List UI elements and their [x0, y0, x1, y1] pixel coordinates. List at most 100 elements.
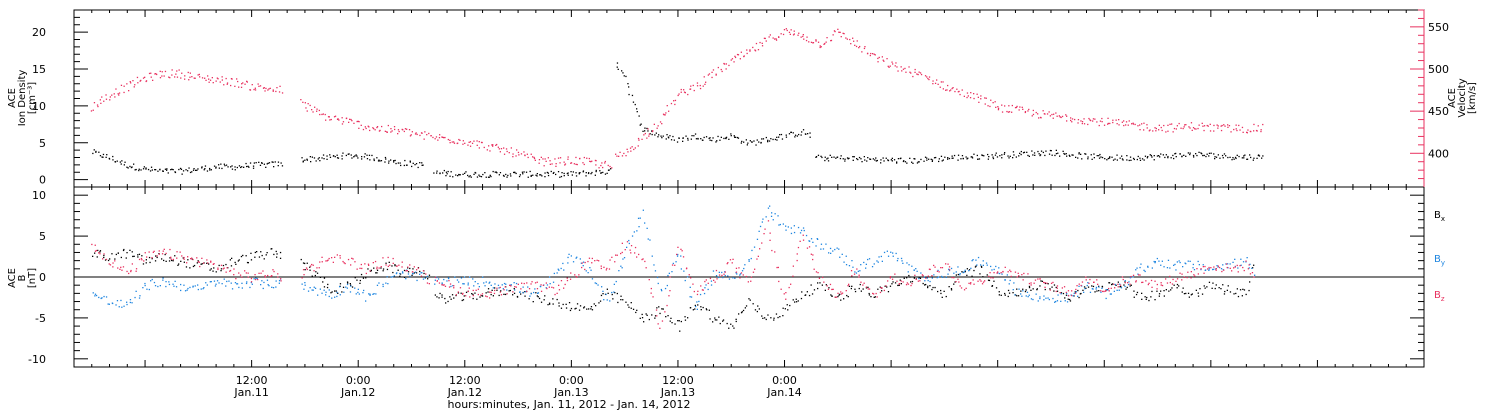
density-series-point: [272, 161, 274, 163]
bz-series-point: [198, 261, 200, 263]
bz-series-point: [1046, 282, 1048, 284]
velocity-series-point: [1220, 129, 1223, 132]
bz-series-point: [832, 288, 834, 290]
velocity-series-point: [1201, 122, 1203, 124]
density-series-point: [693, 135, 695, 137]
velocity-series-point: [846, 38, 848, 40]
density-series-point: [494, 171, 496, 173]
bz-series-point: [799, 240, 801, 242]
by-series-point: [717, 276, 720, 279]
velocity-series-point: [830, 40, 832, 42]
bx-series-point: [331, 291, 333, 293]
velocity-series-point: [96, 104, 99, 106]
bz-series-point: [1248, 264, 1250, 266]
bz-series-point: [122, 266, 125, 268]
bz-series-point: [780, 288, 782, 290]
velocity-series-point: [1224, 125, 1226, 127]
bx-series-point: [846, 294, 848, 297]
bx-series-point: [200, 263, 202, 265]
bz-series-point: [254, 278, 257, 281]
density-series-point: [1156, 155, 1159, 157]
bx-series-point: [600, 294, 603, 297]
velocity-series-point: [725, 68, 727, 70]
bz-series-point: [796, 259, 798, 262]
density-series-point: [987, 153, 989, 156]
velocity-series-point: [187, 71, 189, 74]
density-series-point: [218, 167, 220, 169]
by-series-point: [942, 276, 944, 278]
by-series-point: [748, 260, 750, 262]
by-series-point: [671, 271, 673, 273]
by-series-point: [197, 288, 199, 291]
bx-series-point: [413, 272, 415, 274]
velocity-series-point: [842, 32, 844, 34]
velocity-series-point: [505, 148, 508, 150]
bx-series-point: [465, 291, 468, 293]
bz-series-point: [305, 267, 308, 269]
bz-series-point: [558, 289, 561, 291]
velocity-series-point: [579, 157, 581, 160]
bz-series-point: [455, 294, 457, 296]
velocity-series-point: [123, 85, 125, 87]
density-series-point: [421, 164, 423, 166]
bz-series-point: [245, 272, 247, 274]
velocity-series-point: [1256, 130, 1258, 132]
bz-series-point: [108, 263, 110, 265]
velocity-series-point: [115, 88, 117, 90]
density-series-point: [108, 158, 111, 160]
by-series-point: [474, 281, 476, 283]
by-series-point: [409, 275, 411, 278]
bz-series-point: [896, 280, 898, 282]
density-series-point: [960, 158, 962, 160]
velocity-series-point: [752, 46, 754, 49]
density-series-point: [981, 154, 983, 156]
density-series-point: [578, 173, 580, 175]
bz-series-point: [540, 284, 542, 286]
density-series-point: [911, 161, 913, 163]
density-series-point: [393, 160, 395, 162]
velocity-series-point: [97, 105, 99, 108]
velocity-series-point: [99, 99, 101, 101]
bz-series-point: [405, 270, 407, 272]
density-series-point: [322, 154, 325, 156]
density-series-point: [1087, 156, 1089, 158]
by-series-point: [180, 283, 182, 286]
density-series-point: [379, 160, 381, 162]
by-series-point: [1009, 279, 1011, 282]
velocity-series-point: [319, 113, 321, 116]
density-series-point: [369, 159, 371, 161]
velocity-series-point: [1143, 129, 1145, 131]
bz-series-point: [552, 287, 555, 289]
bx-series-point: [171, 259, 173, 262]
bx-series-point: [231, 257, 233, 259]
bx-series-point: [96, 256, 98, 258]
bx-series-point: [394, 265, 396, 267]
by-series-point: [945, 276, 947, 278]
velocity-series-point: [595, 164, 597, 166]
density-series-point: [1093, 157, 1095, 159]
bz-series-point: [364, 263, 366, 265]
bx-series-point: [927, 285, 929, 287]
velocity-series-point: [1001, 111, 1004, 113]
by-series-point: [116, 300, 119, 302]
density-series-point: [1055, 153, 1058, 155]
density-series-point: [1007, 155, 1009, 157]
density-series-point: [102, 153, 105, 156]
density-series-point: [708, 137, 710, 140]
by-series-point: [216, 280, 219, 282]
bz-series-point: [615, 254, 617, 256]
bx-series-point: [1253, 264, 1255, 266]
velocity-series-point: [171, 69, 173, 71]
bx-series-point: [1096, 290, 1098, 292]
velocity-series-point: [129, 81, 131, 83]
velocity-series-point: [1146, 127, 1148, 129]
bx-series-point: [304, 262, 306, 265]
density-series-point: [1181, 155, 1183, 157]
bz-series-point: [1181, 279, 1183, 281]
density-series-point: [1165, 154, 1167, 156]
by-series-point: [767, 207, 770, 209]
velocity-series-point: [345, 117, 348, 120]
velocity-series-point: [208, 78, 210, 80]
bx-series-point: [97, 249, 99, 252]
velocity-series-point: [334, 115, 337, 117]
